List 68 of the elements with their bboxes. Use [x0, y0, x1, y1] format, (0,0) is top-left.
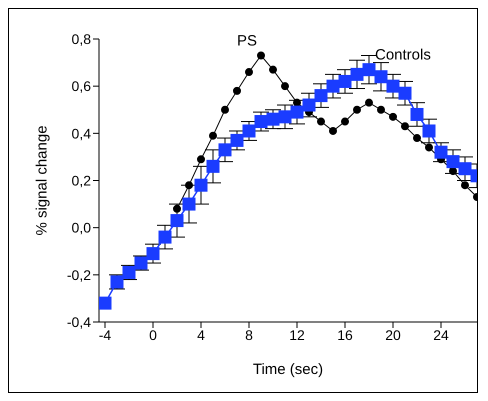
x-tick-label: 24: [433, 326, 449, 343]
point: [353, 106, 361, 114]
y-tick-label: 0,2: [72, 172, 92, 188]
point: [257, 52, 265, 60]
point: [377, 106, 385, 114]
point: [314, 89, 328, 102]
point: [434, 146, 448, 159]
point: [326, 80, 340, 93]
point: [461, 181, 469, 190]
point: [317, 118, 325, 126]
point: [233, 86, 241, 95]
point: [329, 126, 337, 135]
y-tick-label: 0,4: [72, 125, 92, 142]
point: [362, 63, 376, 76]
x-tick-label: 12: [289, 326, 305, 343]
point: [146, 247, 160, 260]
point: [218, 143, 232, 156]
point: [389, 112, 397, 121]
point: [302, 98, 316, 112]
point: [374, 70, 388, 84]
point: [206, 160, 220, 173]
point: [173, 204, 181, 213]
point: [209, 132, 217, 140]
point: [365, 98, 373, 107]
point: [449, 167, 457, 176]
point: [413, 134, 421, 142]
point: [446, 155, 460, 168]
point: [341, 118, 349, 126]
x-tick-label: 20: [385, 326, 401, 343]
y-tick-label: 0,8: [72, 30, 92, 47]
point: [158, 230, 172, 244]
point: [254, 115, 268, 128]
point: [386, 80, 400, 93]
point: [242, 124, 256, 138]
y-tick-label: -0,2: [66, 266, 92, 283]
series-label: PS: [236, 32, 257, 50]
point: [422, 124, 436, 138]
y-tick-label: -0,4: [66, 314, 92, 330]
point: [293, 98, 301, 107]
point: [245, 68, 253, 76]
point: [197, 155, 205, 164]
x-tick-label: -4: [98, 326, 112, 343]
point: [269, 66, 277, 74]
point: [350, 68, 364, 81]
point: [290, 106, 304, 119]
x-tick-label: 8: [245, 326, 254, 343]
point: [425, 143, 433, 152]
y-tick-label: 0,6: [72, 78, 92, 94]
point: [338, 74, 352, 88]
x-tick-label: 16: [337, 326, 353, 343]
point: [230, 134, 244, 147]
point: [281, 82, 289, 90]
x-axis-title: Time (sec): [252, 361, 324, 378]
point: [458, 162, 472, 176]
point: [401, 122, 409, 130]
point: [194, 178, 208, 192]
y-axis-title: % signal change: [33, 125, 50, 236]
y-tick-label: 0,0: [72, 220, 92, 236]
point: [99, 296, 112, 310]
x-tick-label: 4: [197, 326, 206, 343]
point: [398, 86, 412, 100]
x-tick-label: 0: [149, 326, 158, 343]
point: [221, 106, 229, 114]
point: [170, 214, 184, 228]
series-label: Controls: [375, 46, 431, 64]
point: [182, 198, 196, 211]
point: [410, 108, 424, 121]
point: [185, 181, 193, 190]
